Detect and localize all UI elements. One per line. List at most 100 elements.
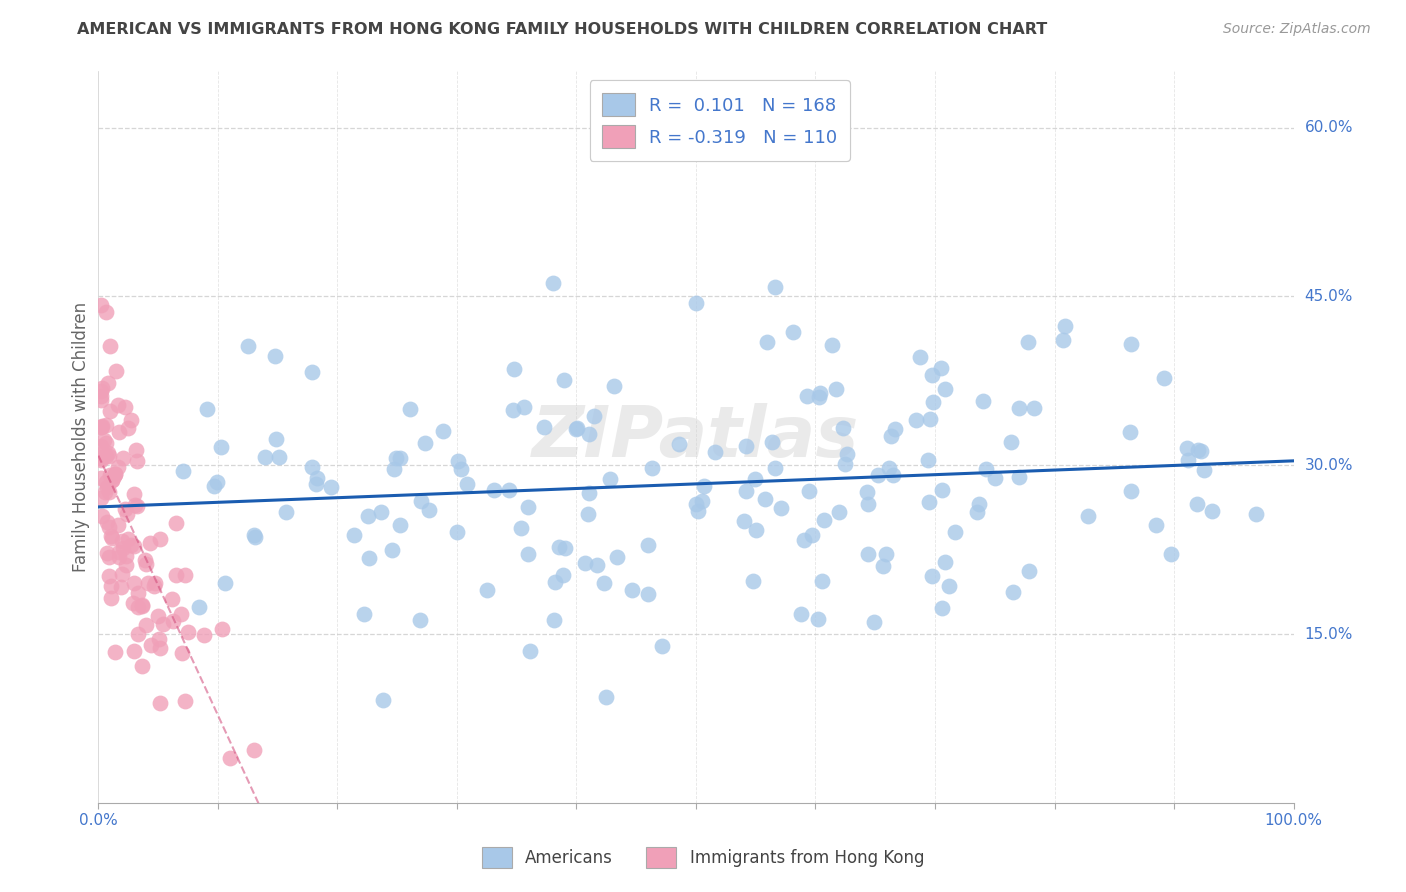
- Point: [908, 351, 931, 365]
- Point: [205, 475, 228, 490]
- Point: [97, 376, 120, 390]
- Point: [90, 418, 112, 433]
- Point: [399, 402, 422, 417]
- Point: [385, 450, 408, 465]
- Point: [938, 579, 960, 593]
- Point: [917, 453, 939, 467]
- Point: [685, 497, 707, 511]
- Point: [108, 545, 131, 559]
- Point: [131, 599, 153, 613]
- Point: [1187, 443, 1209, 458]
- Point: [357, 551, 380, 566]
- Point: [976, 462, 998, 476]
- Point: [808, 385, 831, 400]
- Point: [125, 499, 148, 513]
- Point: [97, 569, 120, 583]
- Point: [620, 583, 643, 598]
- Point: [264, 432, 287, 446]
- Point: [122, 644, 145, 658]
- Point: [1000, 434, 1022, 449]
- Point: [755, 334, 778, 349]
- Point: [165, 516, 187, 530]
- Point: [96, 546, 118, 560]
- Point: [131, 599, 153, 614]
- Text: 30.0%: 30.0%: [1305, 458, 1353, 473]
- Point: [107, 459, 129, 474]
- Point: [114, 549, 136, 563]
- Point: [108, 549, 131, 564]
- Point: [824, 383, 846, 397]
- Point: [1160, 547, 1182, 561]
- Point: [173, 568, 195, 582]
- Text: 60.0%: 60.0%: [1305, 120, 1353, 135]
- Point: [450, 462, 472, 476]
- Point: [238, 339, 260, 353]
- Point: [353, 607, 375, 621]
- Point: [97, 484, 120, 499]
- Point: [172, 464, 194, 478]
- Point: [91, 381, 114, 395]
- Point: [498, 483, 520, 498]
- Point: [93, 484, 115, 499]
- Point: [93, 433, 115, 447]
- Point: [1177, 452, 1199, 467]
- Point: [90, 509, 112, 524]
- Point: [120, 538, 142, 552]
- Point: [446, 524, 468, 539]
- Point: [127, 627, 149, 641]
- Point: [637, 538, 659, 552]
- Point: [782, 325, 804, 339]
- Point: [554, 541, 576, 555]
- Point: [120, 412, 142, 426]
- Point: [1054, 318, 1077, 333]
- Point: [90, 393, 112, 408]
- Point: [1119, 425, 1142, 439]
- Point: [966, 505, 988, 519]
- Point: [477, 582, 499, 597]
- Point: [357, 508, 380, 523]
- Point: [105, 364, 128, 378]
- Point: [1244, 508, 1267, 522]
- Point: [242, 528, 264, 542]
- Point: [765, 280, 787, 294]
- Point: [245, 530, 267, 544]
- Point: [863, 615, 886, 629]
- Point: [110, 581, 132, 595]
- Point: [146, 608, 169, 623]
- Point: [97, 550, 120, 565]
- Point: [512, 400, 534, 414]
- Point: [574, 556, 596, 570]
- Point: [1077, 509, 1099, 524]
- Point: [381, 543, 404, 558]
- Legend: Americans, Immigrants from Hong Kong: Americans, Immigrants from Hong Kong: [475, 840, 931, 875]
- Point: [274, 505, 297, 519]
- Point: [1201, 503, 1223, 517]
- Point: [578, 426, 600, 441]
- Point: [100, 529, 122, 543]
- Point: [104, 467, 127, 481]
- Point: [122, 487, 145, 501]
- Point: [193, 628, 215, 642]
- Point: [162, 614, 184, 628]
- Text: Source: ZipAtlas.com: Source: ZipAtlas.com: [1223, 22, 1371, 37]
- Point: [125, 442, 148, 457]
- Point: [136, 576, 159, 591]
- Point: [1008, 401, 1031, 415]
- Point: [904, 413, 927, 427]
- Point: [107, 518, 129, 533]
- Point: [115, 507, 138, 521]
- Point: [143, 576, 166, 591]
- Point: [90, 439, 112, 453]
- Point: [98, 339, 121, 353]
- Point: [127, 600, 149, 615]
- Point: [576, 507, 599, 521]
- Point: [984, 471, 1007, 485]
- Point: [813, 513, 835, 527]
- Point: [789, 607, 811, 621]
- Point: [104, 467, 127, 481]
- Point: [872, 558, 894, 573]
- Point: [96, 479, 118, 493]
- Point: [735, 439, 758, 453]
- Point: [606, 549, 628, 564]
- Point: [409, 613, 432, 627]
